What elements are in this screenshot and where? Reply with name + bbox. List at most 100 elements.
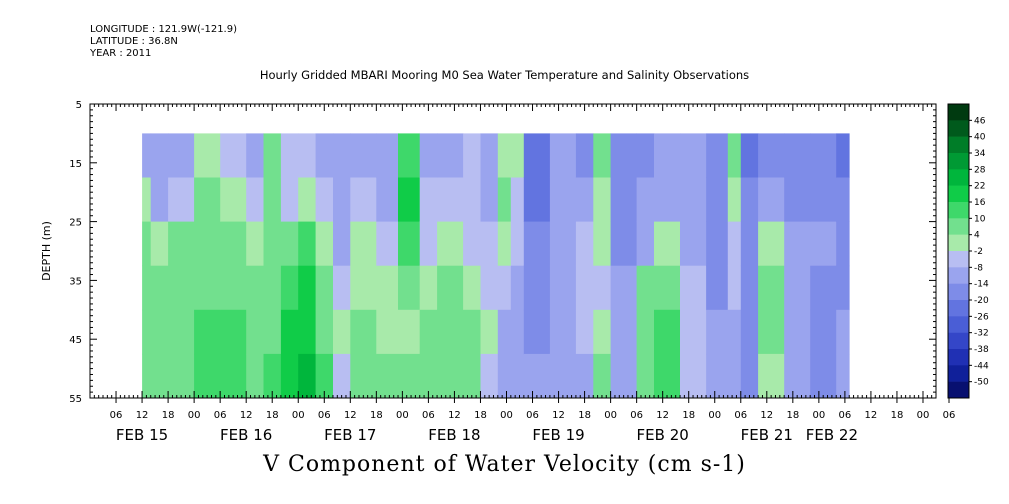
heatmap-cell (280, 133, 299, 178)
heatmap-cell (523, 309, 551, 355)
heatmap-cell (740, 265, 759, 311)
heatmap-cell (523, 353, 551, 399)
heatmap-cell (497, 265, 512, 311)
heatmap-cell (142, 221, 152, 267)
colorbar-band (948, 218, 969, 235)
heatmap-cell (350, 309, 377, 355)
heatmap-cell (680, 309, 707, 355)
heatmap-cell (168, 353, 195, 399)
heatmap-cell (463, 177, 481, 222)
heatmap-cell (463, 353, 481, 399)
heatmap-cell (298, 221, 316, 267)
x-hour-tick-label: 00 (812, 410, 825, 421)
heatmap-cell (350, 133, 377, 178)
heatmap-cell (246, 133, 264, 178)
heatmap-cell (654, 309, 681, 355)
heatmap-cell (593, 133, 612, 178)
heatmap-cell (480, 221, 499, 267)
colorbar-tick-label: 4 (974, 231, 980, 241)
colorbar-band (948, 169, 969, 186)
heatmap-cell (706, 353, 729, 399)
heatmap-cell (523, 265, 551, 311)
heatmap-cell (706, 177, 729, 222)
heatmap-cell (168, 133, 195, 178)
heatmap-cell (610, 265, 637, 311)
heatmap-cell (758, 353, 785, 399)
heatmap-cell (706, 265, 729, 311)
heatmap-cell (497, 309, 512, 355)
x-hour-tick-label: 18 (370, 410, 383, 421)
y-tick-label: 55 (69, 394, 82, 405)
x-hour-tick-label: 00 (396, 410, 409, 421)
x-hour-tick-label: 06 (110, 410, 123, 421)
y-axis-ticks: 5 15 25 35 45 55 (69, 100, 936, 405)
heatmap-cell (836, 221, 850, 267)
heatmap-cell (497, 177, 512, 222)
heatmap-cell (549, 221, 577, 267)
heatmap-cell (263, 265, 282, 311)
heatmap-cell (280, 353, 299, 399)
colorbar-tick-label: 46 (974, 116, 986, 126)
heatmap-cell (350, 221, 377, 267)
heatmap-cell (510, 309, 525, 355)
heatmap-cell (398, 265, 421, 311)
heatmap-cell (480, 133, 499, 178)
heatmap-cell (593, 353, 612, 399)
colorbar-tick-label: 10 (974, 214, 986, 224)
longitude-label: LONGITUDE : 121.9W(-121.9) (90, 24, 237, 35)
heatmap-cell (510, 221, 525, 267)
heatmap-cell (740, 309, 759, 355)
heatmap-cell (510, 133, 525, 178)
heatmap-cell (480, 265, 499, 311)
heatmap-cell (727, 265, 742, 311)
colorbar-tick-label: -2 (974, 247, 983, 257)
heatmap-cell (727, 133, 742, 178)
heatmap-cell (740, 353, 759, 399)
heatmap-cell (168, 221, 195, 267)
heatmap-cell (437, 309, 464, 355)
x-hour-tick-label: 00 (604, 410, 617, 421)
heatmap-cell (680, 177, 707, 222)
heatmap-cell (263, 177, 282, 222)
heatmap-cell (480, 309, 499, 355)
x-date-label: FEB 22 (806, 426, 858, 444)
heatmap-cell (784, 265, 811, 311)
heatmap-cell (497, 353, 512, 399)
heatmap-cell (333, 265, 351, 311)
x-hour-tick-label: 06 (318, 410, 331, 421)
heatmap-cell (463, 221, 481, 267)
x-hour-tick-label: 12 (760, 410, 773, 421)
x-hour-tick-label: 00 (292, 410, 305, 421)
heatmap-cell (142, 265, 152, 311)
y-tick-label: 15 (69, 159, 82, 170)
heatmap-cell (654, 177, 681, 222)
heatmap-cell (376, 177, 399, 222)
x-hour-tick-label: 06 (422, 410, 435, 421)
colorbar-tick-label: 34 (974, 149, 986, 159)
heatmap-cell (194, 133, 221, 178)
heatmap-cell (740, 221, 759, 267)
heatmap-cell (497, 221, 512, 267)
heatmap-cell (575, 133, 594, 178)
heatmap-cell (419, 309, 438, 355)
heatmap-cell (836, 309, 850, 355)
colorbar-tick-label: -50 (974, 378, 989, 388)
heatmap-cell (706, 221, 729, 267)
heatmap-cell (810, 265, 837, 311)
heatmap-cell (194, 221, 221, 267)
x-hour-tick-label: 00 (917, 410, 930, 421)
heatmap-cell (727, 309, 742, 355)
heatmap-cell (784, 353, 811, 399)
heatmap-cell (610, 221, 637, 267)
colorbar-tick-label: -14 (974, 280, 989, 290)
heatmap-cell (654, 265, 681, 311)
colorbar-tick-label: -20 (974, 296, 989, 306)
heatmap-cell (263, 353, 282, 399)
heatmap-cell (220, 309, 247, 355)
heatmap-cell (168, 309, 195, 355)
heatmap-cell (150, 177, 169, 222)
x-hour-tick-label: 06 (214, 410, 227, 421)
heatmap-cell (654, 221, 681, 267)
heatmap-cell (523, 221, 551, 267)
